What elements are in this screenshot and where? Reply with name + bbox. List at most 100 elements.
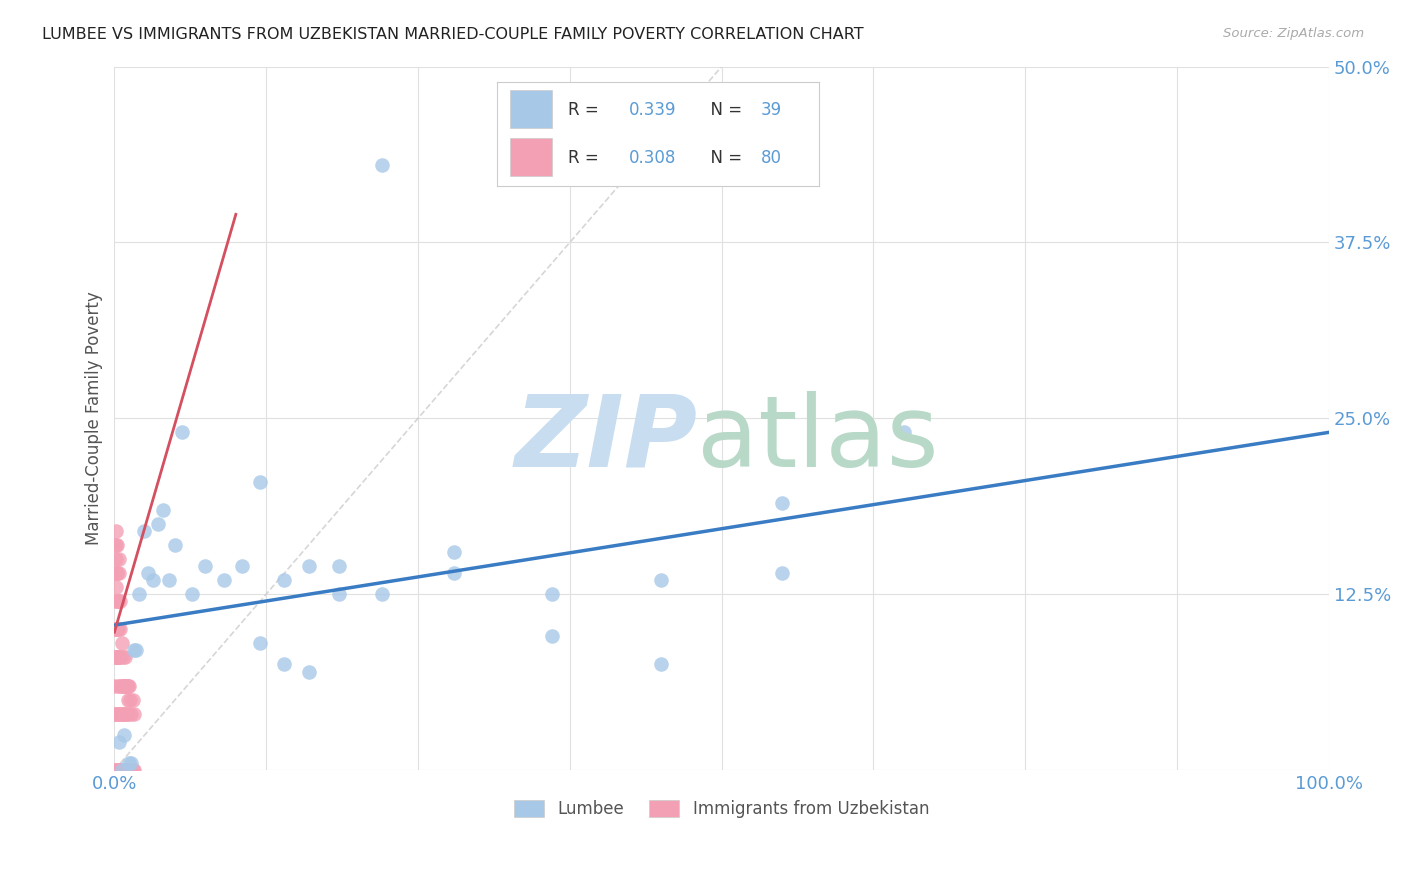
Point — [128, 587, 150, 601]
Point — [120, 763, 142, 777]
Point — [107, 650, 129, 665]
Point — [103, 538, 125, 552]
Point — [120, 692, 142, 706]
Point — [122, 763, 145, 777]
Point — [298, 665, 321, 679]
Point — [111, 763, 134, 777]
Point — [107, 594, 129, 608]
Point — [110, 650, 132, 665]
Text: Source: ZipAtlas.com: Source: ZipAtlas.com — [1223, 27, 1364, 40]
Point — [152, 502, 174, 516]
Y-axis label: Married-Couple Family Poverty: Married-Couple Family Poverty — [86, 292, 103, 545]
Point — [107, 679, 129, 693]
Point — [105, 650, 128, 665]
Point — [770, 566, 793, 580]
Point — [114, 706, 136, 721]
Point — [108, 706, 131, 721]
Point — [107, 623, 129, 637]
Point — [112, 728, 135, 742]
Point — [108, 552, 131, 566]
Point — [118, 756, 141, 770]
Point — [104, 763, 127, 777]
Point — [249, 636, 271, 650]
Point — [104, 566, 127, 580]
Point — [103, 623, 125, 637]
Point — [105, 524, 128, 538]
Point — [114, 763, 136, 777]
Point — [770, 496, 793, 510]
Point — [893, 425, 915, 440]
Point — [103, 706, 125, 721]
Point — [231, 559, 253, 574]
Point — [105, 650, 128, 665]
Point — [105, 594, 128, 608]
Point — [328, 587, 350, 601]
Point — [103, 679, 125, 693]
Point — [104, 623, 127, 637]
Legend: Lumbee, Immigrants from Uzbekistan: Lumbee, Immigrants from Uzbekistan — [508, 794, 936, 825]
Point — [111, 706, 134, 721]
Point — [111, 706, 134, 721]
Point — [181, 587, 204, 601]
Point — [111, 763, 134, 777]
Point — [104, 706, 127, 721]
Point — [110, 763, 132, 777]
Point — [105, 706, 128, 721]
Point — [650, 573, 672, 587]
Point — [105, 763, 128, 777]
Point — [105, 566, 128, 580]
Point — [194, 559, 217, 574]
Point — [115, 763, 138, 777]
Point — [103, 594, 125, 608]
Point — [107, 594, 129, 608]
Point — [117, 763, 139, 777]
Point — [370, 158, 392, 172]
Point — [112, 763, 135, 777]
Point — [112, 679, 135, 693]
Point — [111, 650, 134, 665]
Text: atlas: atlas — [697, 391, 939, 488]
Point — [118, 679, 141, 693]
Point — [121, 763, 143, 777]
Point — [120, 756, 142, 770]
Point — [110, 679, 132, 693]
Point — [298, 559, 321, 574]
Point — [112, 679, 135, 693]
Point — [540, 587, 562, 601]
Point — [114, 679, 136, 693]
Point — [104, 538, 127, 552]
Point — [122, 706, 145, 721]
Point — [103, 566, 125, 580]
Point — [117, 706, 139, 721]
Point — [121, 692, 143, 706]
Point — [115, 706, 138, 721]
Point — [273, 573, 295, 587]
Point — [328, 559, 350, 574]
Point — [104, 650, 127, 665]
Point — [108, 650, 131, 665]
Point — [125, 643, 148, 657]
Point — [110, 623, 132, 637]
Point — [110, 594, 132, 608]
Point — [120, 763, 142, 777]
Point — [107, 706, 129, 721]
Point — [105, 566, 128, 580]
Point — [120, 706, 142, 721]
Point — [115, 679, 138, 693]
Point — [157, 573, 180, 587]
Point — [443, 566, 465, 580]
Point — [273, 657, 295, 672]
Point — [103, 763, 125, 777]
Point — [111, 636, 134, 650]
Point — [104, 623, 127, 637]
Point — [138, 566, 160, 580]
Point — [146, 516, 169, 531]
Point — [111, 763, 134, 777]
Text: LUMBEE VS IMMIGRANTS FROM UZBEKISTAN MARRIED-COUPLE FAMILY POVERTY CORRELATION C: LUMBEE VS IMMIGRANTS FROM UZBEKISTAN MAR… — [42, 27, 863, 42]
Point — [122, 643, 145, 657]
Point — [111, 679, 134, 693]
Point — [165, 538, 187, 552]
Point — [104, 580, 127, 594]
Point — [107, 763, 129, 777]
Point — [110, 706, 132, 721]
